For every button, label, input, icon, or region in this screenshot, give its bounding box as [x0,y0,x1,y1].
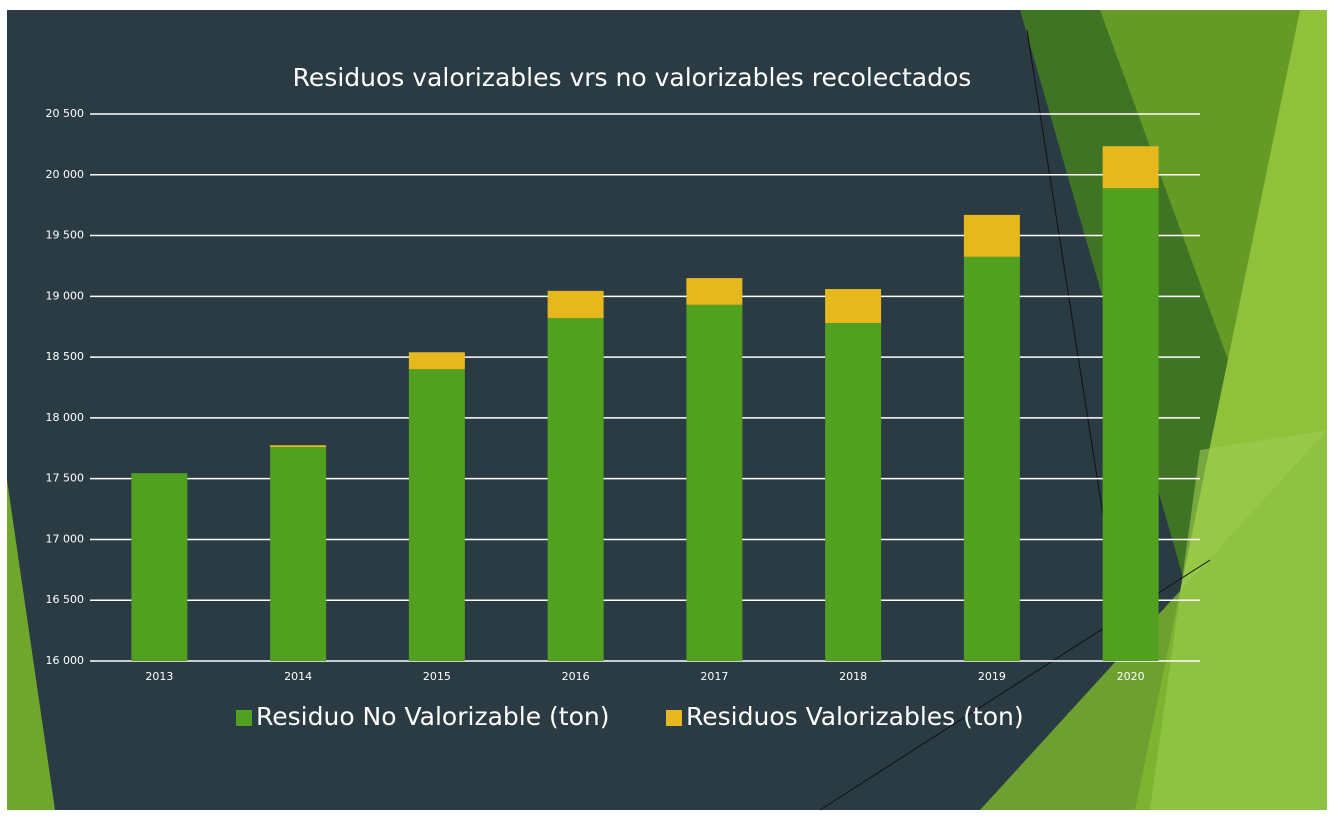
y-tick-label: 19 000 [46,289,85,302]
y-tick-label: 20 500 [46,107,85,120]
bar-segment [964,215,1020,257]
x-tick-label: 2018 [839,670,867,683]
chart: Residuos valorizables vrs no valorizable… [0,0,1335,821]
legend-label: Residuo No Valorizable (ton) [256,702,609,731]
y-tick-label: 18 500 [46,350,85,363]
bar-segment [548,318,604,661]
x-tick-label: 2019 [978,670,1006,683]
x-tick-label: 2017 [700,670,728,683]
x-tick-label: 2013 [145,670,173,683]
page: {"chart_data": {"type": "stacked-bar", "… [0,0,1335,821]
chart-title: Residuos valorizables vrs no valorizable… [293,63,972,92]
y-tick-label: 17 500 [46,472,85,485]
y-tick-label: 20 000 [46,168,85,181]
y-tick-label: 18 000 [46,411,85,424]
bar-segment [686,278,742,305]
bar-segment [1103,146,1159,188]
y-tick-label: 19 500 [46,229,85,242]
legend-swatch [666,710,682,726]
y-tick-label: 16 000 [46,654,85,667]
legend-swatch [236,710,252,726]
bar-segment [131,473,187,661]
bar-segment [1103,188,1159,661]
legend-label: Residuos Valorizables (ton) [686,702,1024,731]
bar-segment [409,369,465,661]
bar-segment [548,291,604,318]
bar-segment [270,445,326,447]
bar-segment [825,323,881,661]
x-tick-label: 2015 [423,670,451,683]
y-tick-label: 17 000 [46,532,85,545]
x-tick-label: 2014 [284,670,312,683]
x-tick-label: 2016 [562,670,590,683]
bar-segment [686,305,742,661]
y-tick-label: 16 500 [46,593,85,606]
bar-segment [270,447,326,661]
bar-segment [409,352,465,369]
bar-segment [964,257,1020,661]
bar-segment [825,289,881,323]
x-tick-label: 2020 [1117,670,1145,683]
